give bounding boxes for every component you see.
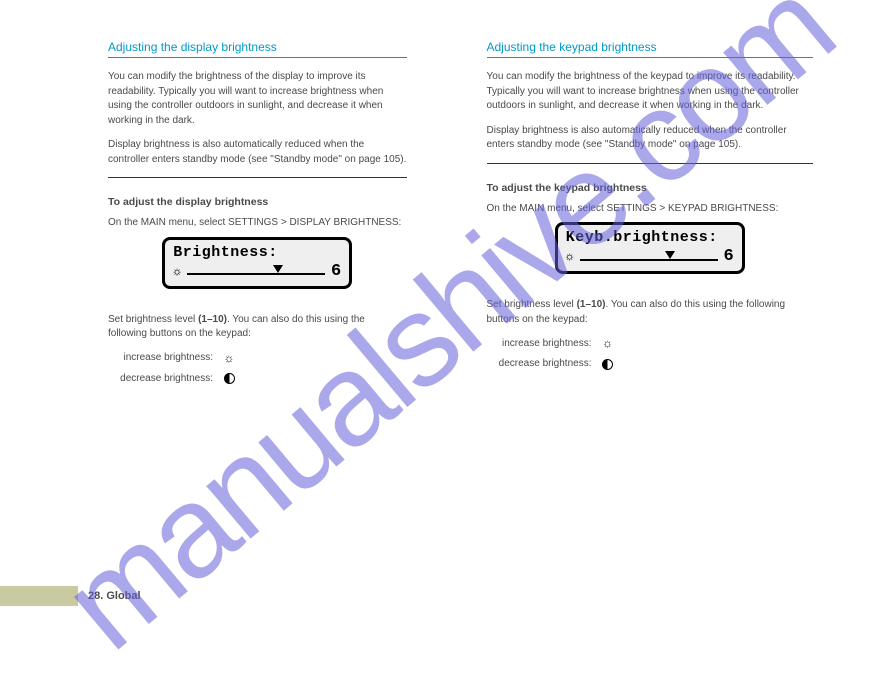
left-button-list: increase brightness: ☼ decrease brightne… xyxy=(108,348,407,389)
left-para-1: You can modify the brightness of the dis… xyxy=(108,70,407,128)
sun-icon: ☼ xyxy=(173,264,181,279)
right-subhead: To adjust the keypad brightness xyxy=(487,182,814,194)
page-number-block: 28. Global xyxy=(0,586,141,606)
lcd-value-left: 6 xyxy=(331,262,341,281)
lcd-scale-right xyxy=(580,252,718,262)
page-tab xyxy=(0,586,78,606)
right-button-list: increase brightness: ☼ decrease brightne… xyxy=(487,333,814,374)
lcd-marker-right xyxy=(665,251,675,259)
left-subhead: To adjust the display brightness xyxy=(108,196,407,208)
lcd-keypad-brightness: Keyb.brightness: ☼ 6 xyxy=(555,222,745,274)
right-divider xyxy=(487,163,814,164)
left-step2: Set brightness level (1–10). You can als… xyxy=(108,313,407,342)
page-number: 28. Global xyxy=(88,590,141,602)
page-spread: Adjusting the display brightness You can… xyxy=(0,0,893,630)
left-inc-row: increase brightness: ☼ xyxy=(108,348,407,368)
left-lcd-figure: Brightness: ☼ 6 xyxy=(108,237,407,289)
right-inc-row: increase brightness: ☼ xyxy=(487,333,814,353)
right-para-2: Display brightness is also automatically… xyxy=(487,124,814,153)
left-step1: On the MAIN menu, select SETTINGS > DISP… xyxy=(108,216,407,231)
lcd-display-brightness: Brightness: ☼ 6 xyxy=(162,237,352,289)
left-para-2: Display brightness is also automatically… xyxy=(108,138,407,167)
lcd-value-right: 6 xyxy=(724,247,734,266)
right-inc-label: increase brightness: xyxy=(487,335,592,352)
left-inc-label: increase brightness: xyxy=(108,349,213,366)
left-dec-label: decrease brightness: xyxy=(108,370,213,387)
left-page: Adjusting the display brightness You can… xyxy=(0,0,447,630)
lcd-title-right: Keyb.brightness: xyxy=(566,229,734,246)
left-dec-row: decrease brightness: xyxy=(108,368,407,388)
right-step1: On the MAIN menu, select SETTINGS > KEYP… xyxy=(487,202,814,217)
lcd-marker-left xyxy=(273,265,283,273)
section-title-right: Adjusting the keypad brightness xyxy=(487,40,814,58)
lcd-title-left: Brightness: xyxy=(173,244,341,261)
lcd-scale-left xyxy=(187,266,325,276)
section-title-left: Adjusting the display brightness xyxy=(108,40,407,58)
right-page: Adjusting the keypad brightness You can … xyxy=(447,0,893,630)
right-dec-label: decrease brightness: xyxy=(487,355,592,372)
brightness-up-icon: ☼ xyxy=(221,348,237,368)
left-divider xyxy=(108,177,407,178)
right-step2: Set brightness level (1–10). You can als… xyxy=(487,298,814,327)
right-lcd-figure: Keyb.brightness: ☼ 6 xyxy=(487,222,814,274)
right-para-1: You can modify the brightness of the key… xyxy=(487,70,814,114)
sun-icon: ☼ xyxy=(566,249,574,264)
brightness-up-icon: ☼ xyxy=(600,333,616,353)
contrast-icon xyxy=(221,368,237,388)
contrast-icon xyxy=(600,353,616,373)
right-dec-row: decrease brightness: xyxy=(487,353,814,373)
